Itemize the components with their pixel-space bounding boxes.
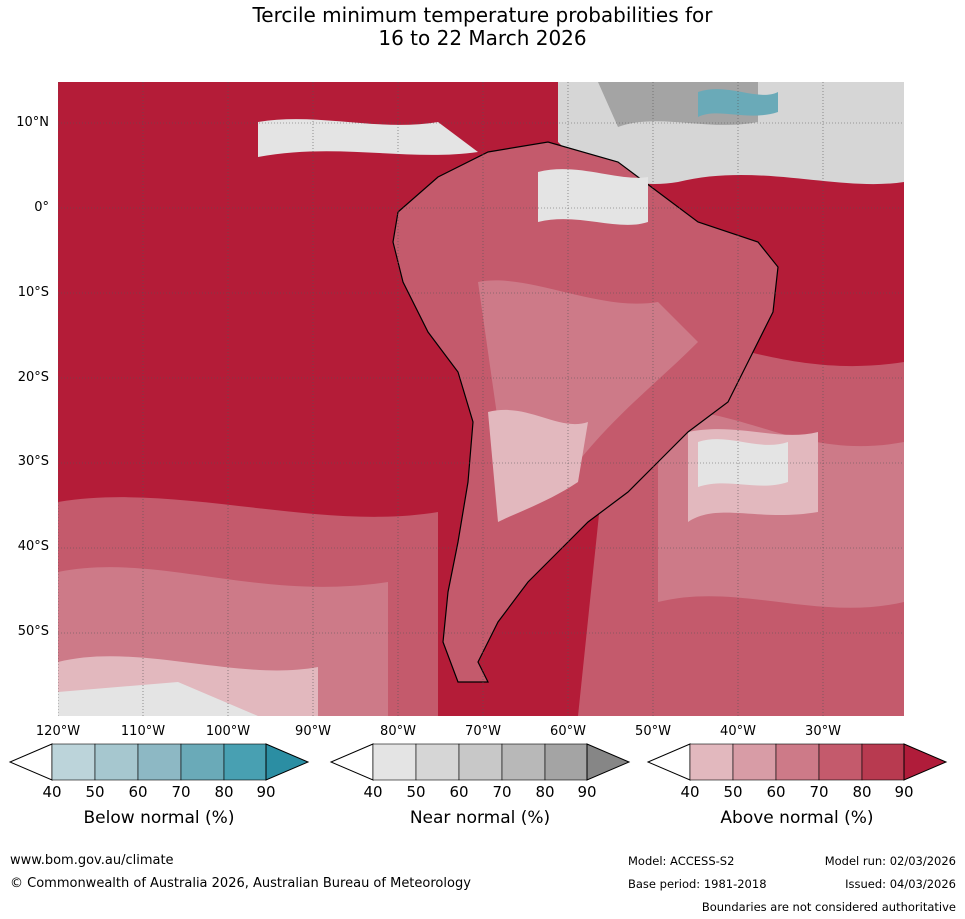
below-normal-label: Below normal (%) xyxy=(83,808,235,828)
below-swatch-4 xyxy=(180,743,225,781)
lat-label-20s: 20°S xyxy=(17,370,49,385)
northern-near-normal-region xyxy=(538,169,648,225)
below-swatch-0 xyxy=(8,743,53,781)
lat-label-30s: 30°S xyxy=(17,454,49,469)
near-swatch-6 xyxy=(586,743,631,781)
lat-label-10n: 10°N xyxy=(16,115,49,130)
near-tick-60: 60 xyxy=(449,783,469,801)
southern-ocean-near-normal xyxy=(58,682,258,716)
near-tick-90: 90 xyxy=(577,783,597,801)
near-tick-80: 80 xyxy=(535,783,555,801)
lat-label-40s: 40°S xyxy=(17,539,49,554)
lon-label-50w: 50°W xyxy=(635,724,671,739)
lon-label-30w: 30°W xyxy=(805,724,841,739)
below-tick-90: 90 xyxy=(256,783,276,801)
above-swatch-5 xyxy=(861,743,905,781)
copyright-text: © Commonwealth of Australia 2026, Austra… xyxy=(10,876,471,891)
above-tick-80: 80 xyxy=(852,783,872,801)
lat-label-50s: 50°S xyxy=(17,624,49,639)
lon-label-100w: 100°W xyxy=(205,724,251,739)
below-tick-70: 70 xyxy=(171,783,191,801)
base-period-text: Base period: 1981-2018 xyxy=(628,877,767,891)
central-america-near-normal xyxy=(258,119,478,157)
website-link[interactable]: www.bom.gov.au/climate xyxy=(10,853,174,868)
above-swatch-0 xyxy=(646,743,691,781)
near-swatch-2 xyxy=(415,743,460,781)
title-line-2: 16 to 22 March 2026 xyxy=(378,26,587,50)
lon-label-90w: 90°W xyxy=(295,724,331,739)
below-swatch-6 xyxy=(265,743,310,781)
lon-label-40w: 40°W xyxy=(720,724,756,739)
above-swatch-3 xyxy=(775,743,820,781)
below-tick-60: 60 xyxy=(128,783,148,801)
lon-label-80w: 80°W xyxy=(380,724,416,739)
lon-label-70w: 70°W xyxy=(465,724,501,739)
above-tick-40: 40 xyxy=(680,783,700,801)
below-tick-80: 80 xyxy=(214,783,234,801)
below-tick-50: 50 xyxy=(85,783,105,801)
lat-label-10s: 10°S xyxy=(17,285,49,300)
below-tick-40: 40 xyxy=(42,783,62,801)
above-tick-60: 60 xyxy=(766,783,786,801)
above-swatch-1 xyxy=(689,743,734,781)
model-text: Model: ACCESS-S2 xyxy=(628,854,735,868)
near-swatch-5 xyxy=(544,743,588,781)
above-normal-label: Above normal (%) xyxy=(720,808,874,828)
near-swatch-3 xyxy=(458,743,503,781)
above-tick-90: 90 xyxy=(894,783,914,801)
lat-label-0: 0° xyxy=(34,200,49,215)
lon-label-110w: 110°W xyxy=(120,724,166,739)
model-run-text: Model run: 02/03/2026 xyxy=(824,854,956,868)
chart-title: Tercile minimum temperature probabilitie… xyxy=(0,4,965,50)
probability-map xyxy=(58,82,904,716)
above-normal-colorbar xyxy=(646,743,948,781)
below-swatch-2 xyxy=(94,743,139,781)
near-swatch-4 xyxy=(501,743,546,781)
near-tick-70: 70 xyxy=(492,783,512,801)
near-normal-colorbar xyxy=(329,743,631,781)
below-swatch-5 xyxy=(223,743,267,781)
above-swatch-4 xyxy=(818,743,863,781)
near-tick-50: 50 xyxy=(406,783,426,801)
interior-pale-region xyxy=(488,409,588,522)
issued-text: Issued: 04/03/2026 xyxy=(845,877,956,891)
near-normal-label: Near normal (%) xyxy=(409,808,551,828)
graticule xyxy=(58,82,904,716)
above-swatch-2 xyxy=(732,743,777,781)
below-swatch-3 xyxy=(137,743,182,781)
map-canvas xyxy=(58,82,904,716)
near-swatch-1 xyxy=(372,743,417,781)
below-normal-colorbar xyxy=(8,743,310,781)
lon-label-60w: 60°W xyxy=(550,724,586,739)
above-tick-70: 70 xyxy=(809,783,829,801)
disclaimer-text: Boundaries are not considered authoritat… xyxy=(701,900,956,914)
near-tick-40: 40 xyxy=(363,783,383,801)
title-line-1: Tercile minimum temperature probabilitie… xyxy=(252,3,713,27)
lon-label-120w: 120°W xyxy=(35,724,81,739)
near-swatch-0 xyxy=(329,743,374,781)
below-swatch-1 xyxy=(51,743,96,781)
above-tick-50: 50 xyxy=(723,783,743,801)
above-swatch-6 xyxy=(903,743,948,781)
